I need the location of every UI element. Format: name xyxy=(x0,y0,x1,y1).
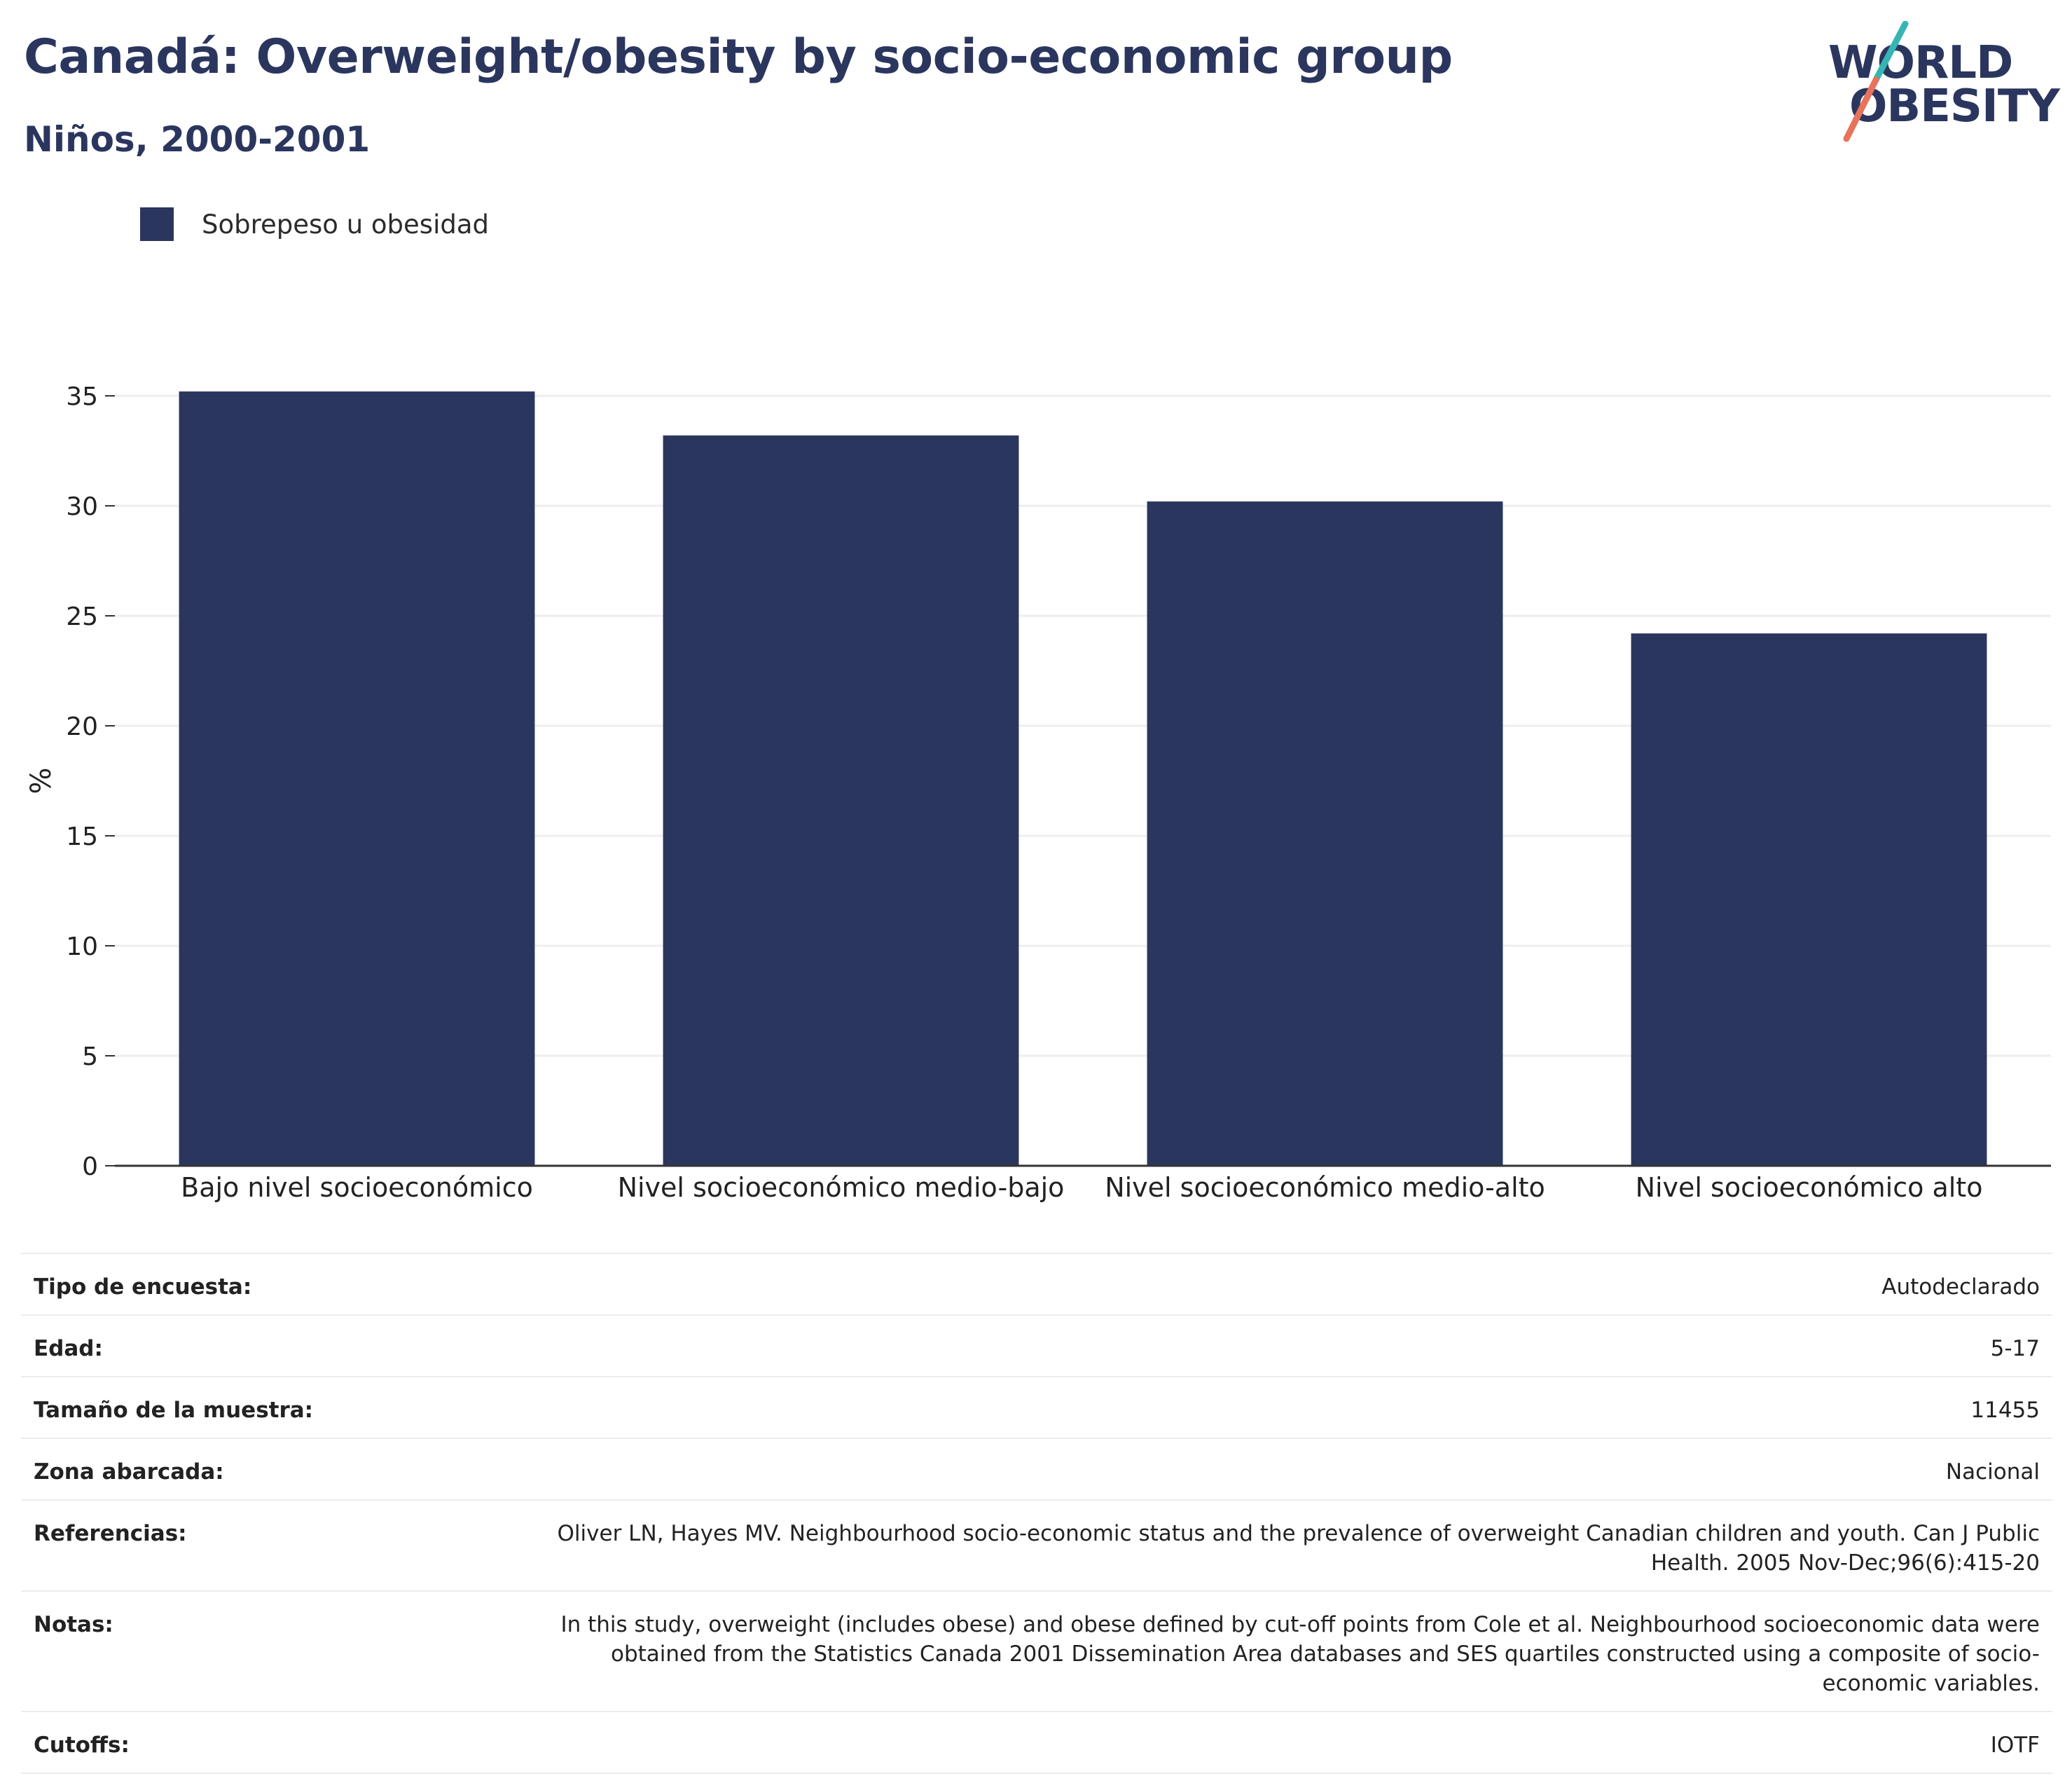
metadata-label: Tipo de encuesta: xyxy=(34,1274,252,1300)
metadata-label: Zona abarcada: xyxy=(34,1459,224,1485)
metadata-value: IOTF xyxy=(1990,1733,2040,1758)
legend-swatch xyxy=(140,207,174,241)
metadata-row: Zona abarcada: Nacional xyxy=(21,1439,2052,1501)
metadata-label: Edad: xyxy=(34,1336,103,1361)
x-tick-label: Nivel socioeconómico medio-bajo xyxy=(618,1172,1065,1203)
metadata-value: 5-17 xyxy=(1990,1336,2040,1361)
y-axis-label: % xyxy=(25,767,57,794)
metadata-label: Notas: xyxy=(34,1612,113,1637)
x-tick-label: Nivel socioeconómico alto xyxy=(1636,1172,1983,1203)
metadata-label: Cutoffs: xyxy=(34,1733,130,1758)
y-tick-label: 0 xyxy=(82,1152,98,1181)
logo-word-2: OBESITY xyxy=(1849,81,2060,132)
survey-metadata-table: Tipo de encuesta: Autodeclarado Edad: 5-17 T… xyxy=(21,1253,2052,1774)
logo-word-1: WORLD xyxy=(1828,37,2013,89)
bar xyxy=(179,391,535,1166)
metadata-label: Tamaño de la muestra: xyxy=(34,1398,314,1423)
legend-label: Sobrepeso u obesidad xyxy=(202,209,489,240)
metadata-row: Cutoffs: IOTF xyxy=(21,1712,2052,1774)
logo-slash-icon xyxy=(1843,21,1909,142)
y-tick-label: 35 xyxy=(66,383,98,411)
y-tick-label: 30 xyxy=(66,493,98,521)
bar xyxy=(1147,501,1503,1166)
bar xyxy=(1631,633,1987,1166)
y-tick-label: 5 xyxy=(82,1042,98,1071)
metadata-value: Autodeclarado xyxy=(1881,1274,2040,1300)
y-tick-label: 15 xyxy=(66,822,98,851)
metadata-value: 11455 xyxy=(1970,1398,2040,1423)
page-subtitle: Niños, 2000-2001 xyxy=(24,119,371,160)
metadata-value: Nacional xyxy=(1945,1459,2040,1485)
x-tick-label: Nivel socioeconómico medio-alto xyxy=(1105,1172,1545,1203)
metadata-row: Referencias: Oliver LN, Hayes MV. Neighbo… xyxy=(21,1501,2052,1592)
metadata-value: Oliver LN, Hayes MV. Neighbourhood socio… xyxy=(557,1521,2040,1576)
y-tick-label: 25 xyxy=(66,603,98,631)
chart-legend: Sobrepeso u obesidad xyxy=(140,207,489,241)
metadata-value: In this study, overweight (includes obes… xyxy=(560,1612,2040,1696)
world-obesity-logo[interactable]: WORLD OBESITY xyxy=(1828,21,2060,147)
metadata-row: Tamaño de la muestra: 11455 xyxy=(21,1377,2052,1439)
bar-chart: 0 5 10 15 20 25 30 35% Bajo nivel socioeconómico… xyxy=(25,383,2051,1203)
y-tick-label: 20 xyxy=(66,712,98,741)
page-title: Canadá: Overweight/obesity by socio-econ… xyxy=(24,29,1453,85)
metadata-row: Notas: In this study, overweight (include… xyxy=(21,1592,2052,1712)
bar xyxy=(663,435,1019,1166)
x-tick-label: Bajo nivel socioeconómico xyxy=(181,1172,533,1203)
metadata-label: Referencias: xyxy=(34,1521,187,1546)
metadata-row: Tipo de encuesta: Autodeclarado xyxy=(21,1253,2052,1316)
y-tick-label: 10 xyxy=(66,932,98,961)
metadata-row: Edad: 5-17 xyxy=(21,1316,2052,1377)
